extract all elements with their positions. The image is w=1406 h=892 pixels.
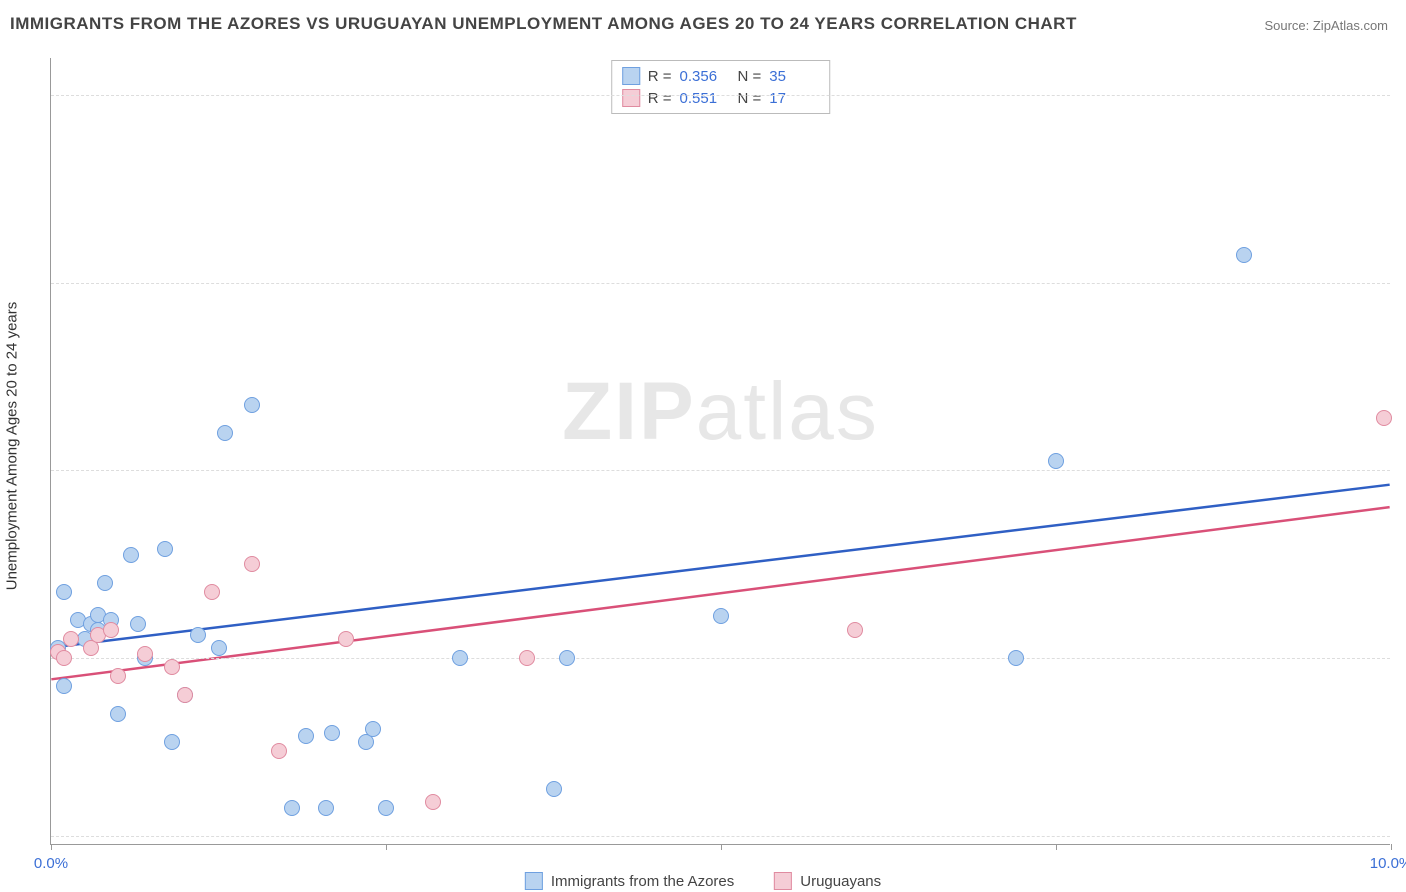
data-point (103, 622, 119, 638)
stats-legend: R = 0.356 N = 35 R = 0.551 N = 17 (611, 60, 831, 114)
x-tick (1391, 844, 1392, 850)
y-axis-label: Unemployment Among Ages 20 to 24 years (4, 302, 21, 591)
legend-swatch (774, 872, 792, 890)
data-point (546, 781, 562, 797)
x-tick-label: 10.0% (1370, 855, 1406, 872)
stat-n-value: 35 (769, 68, 819, 85)
data-point (365, 721, 381, 737)
data-point (298, 728, 314, 744)
data-point (284, 800, 300, 816)
x-tick-label: 0.0% (34, 855, 68, 872)
data-point (123, 547, 139, 563)
data-point (425, 794, 441, 810)
grid-line (51, 283, 1390, 284)
grid-line (51, 836, 1390, 837)
data-point (204, 584, 220, 600)
x-tick (51, 844, 52, 850)
data-point (378, 800, 394, 816)
x-tick (1056, 844, 1057, 850)
legend-item: Uruguayans (774, 872, 881, 890)
data-point (519, 650, 535, 666)
trend-line (51, 507, 1389, 679)
data-point (271, 743, 287, 759)
data-point (244, 556, 260, 572)
stats-row: R = 0.551 N = 17 (622, 87, 820, 109)
data-point (559, 650, 575, 666)
stat-r-label: R = (648, 90, 672, 107)
data-point (164, 734, 180, 750)
data-point (211, 640, 227, 656)
legend-item: Immigrants from the Azores (525, 872, 734, 890)
stat-n-value: 17 (769, 90, 819, 107)
grid-line (51, 95, 1390, 96)
data-point (713, 608, 729, 624)
chart-title: IMMIGRANTS FROM THE AZORES VS URUGUAYAN … (10, 14, 1077, 34)
series-legend: Immigrants from the Azores Uruguayans (525, 872, 881, 890)
data-point (338, 631, 354, 647)
data-point (56, 678, 72, 694)
stat-n-label: N = (738, 68, 762, 85)
data-point (177, 687, 193, 703)
data-point (56, 584, 72, 600)
legend-swatch (525, 872, 543, 890)
stat-r-label: R = (648, 68, 672, 85)
data-point (164, 659, 180, 675)
source-label: Source: ZipAtlas.com (1264, 18, 1388, 33)
stat-r-value: 0.551 (680, 90, 730, 107)
data-point (1236, 247, 1252, 263)
legend-swatch (622, 67, 640, 85)
data-point (217, 425, 233, 441)
data-point (1048, 453, 1064, 469)
x-tick (386, 844, 387, 850)
data-point (137, 646, 153, 662)
data-point (97, 575, 113, 591)
data-point (1376, 410, 1392, 426)
data-point (63, 631, 79, 647)
stat-n-label: N = (738, 90, 762, 107)
data-point (1008, 650, 1024, 666)
data-point (56, 650, 72, 666)
data-point (318, 800, 334, 816)
data-point (324, 725, 340, 741)
stats-row: R = 0.356 N = 35 (622, 65, 820, 87)
data-point (847, 622, 863, 638)
data-point (130, 616, 146, 632)
correlation-chart: IMMIGRANTS FROM THE AZORES VS URUGUAYAN … (0, 0, 1406, 892)
stat-r-value: 0.356 (680, 68, 730, 85)
data-point (110, 706, 126, 722)
trend-lines (51, 58, 1390, 844)
legend-swatch (622, 89, 640, 107)
legend-label: Immigrants from the Azores (551, 873, 734, 890)
data-point (244, 397, 260, 413)
data-point (110, 668, 126, 684)
grid-line (51, 470, 1390, 471)
data-point (452, 650, 468, 666)
plot-area: ZIPatlas R =0.356N =35R =0.551N =17 10.0… (50, 58, 1390, 845)
grid-line (51, 658, 1390, 659)
x-tick (721, 844, 722, 850)
legend-label: Uruguayans (800, 873, 881, 890)
data-point (190, 627, 206, 643)
data-point (157, 541, 173, 557)
